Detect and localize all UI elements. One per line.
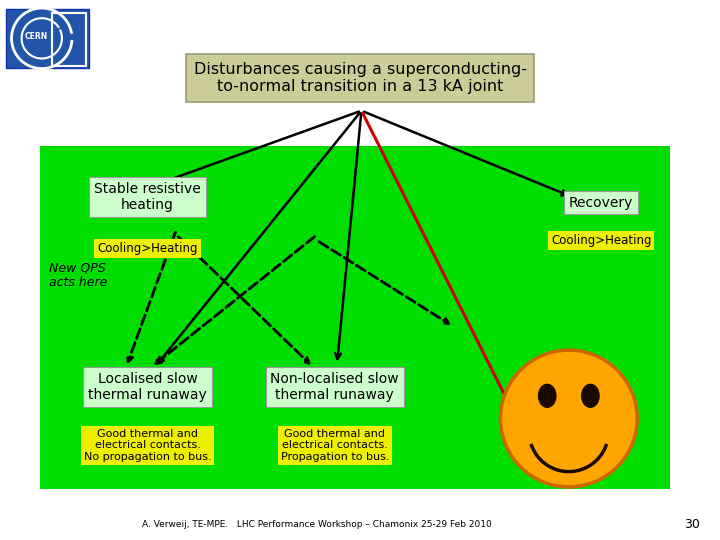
Ellipse shape xyxy=(581,383,600,408)
FancyBboxPatch shape xyxy=(40,146,670,489)
Text: A. Verweij, TE-MPE.   LHC Performance Workshop – Chamonix 25-29 Feb 2010: A. Verweij, TE-MPE. LHC Performance Work… xyxy=(142,521,492,529)
Text: Cooling>Heating: Cooling>Heating xyxy=(97,242,198,255)
Text: Good thermal and
electrical contacts.
Propagation to bus.: Good thermal and electrical contacts. Pr… xyxy=(281,429,389,462)
Text: Recovery: Recovery xyxy=(569,195,634,210)
Text: CERN: CERN xyxy=(24,32,48,40)
Text: Disturbances causing a superconducting-
to-normal transition in a 13 kA joint: Disturbances causing a superconducting- … xyxy=(194,62,526,94)
FancyBboxPatch shape xyxy=(6,9,89,68)
Text: Good thermal and
electrical contacts.
No propagation to bus.: Good thermal and electrical contacts. No… xyxy=(84,429,212,462)
Text: Cooling>Heating: Cooling>Heating xyxy=(551,234,652,247)
Text: New QPS
acts here: New QPS acts here xyxy=(49,261,107,289)
Text: Localised slow
thermal runaway: Localised slow thermal runaway xyxy=(89,372,207,402)
Ellipse shape xyxy=(500,350,637,487)
Ellipse shape xyxy=(538,383,557,408)
Text: Non-localised slow
thermal runaway: Non-localised slow thermal runaway xyxy=(271,372,399,402)
Text: Stable resistive
heating: Stable resistive heating xyxy=(94,182,201,212)
Text: 30: 30 xyxy=(684,518,700,531)
